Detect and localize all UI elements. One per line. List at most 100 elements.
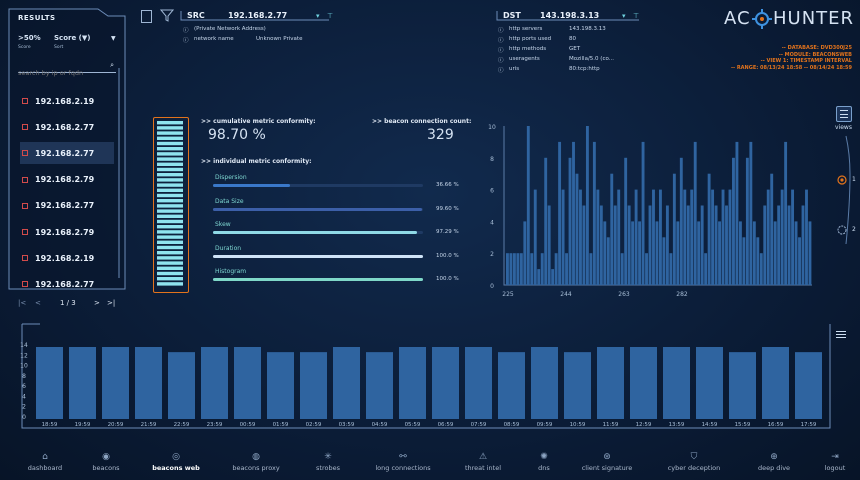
result-item[interactable]: 192.168.2.77 [20, 116, 114, 138]
sort-chevron-icon[interactable]: ▼ [111, 35, 116, 42]
result-item[interactable]: 192.168.2.19 [20, 90, 114, 112]
x-tick-label: 225 [502, 291, 514, 298]
histogram-bar [589, 253, 593, 285]
metric-percent: 100.0 % [436, 252, 459, 259]
x-tick-label: 19:59 [75, 422, 91, 428]
histogram-bar [610, 173, 614, 285]
views-slider[interactable] [828, 134, 854, 254]
status-square-icon [22, 124, 28, 131]
dst-row-info-icon: ⓘ [498, 28, 504, 34]
filter-icon[interactable] [160, 9, 174, 22]
copy-icon[interactable] [141, 10, 152, 23]
histogram-bar [676, 221, 680, 285]
nav-item-dashboard[interactable]: ⌂ dashboard [10, 452, 80, 472]
score-filter-caption: Score [18, 45, 31, 50]
result-item[interactable]: 192.168.2.79 [20, 169, 114, 191]
meter-segment [157, 167, 183, 172]
histogram-bar [728, 189, 732, 285]
nav-item-threat-intel[interactable]: ⚠ threat intel [448, 452, 518, 472]
histogram-chart: 10 8 6 4 2 0 225 244 263 282 [488, 124, 812, 298]
nav-item-client-signature[interactable]: ⊛ client signature [572, 452, 642, 472]
metric-fill [213, 278, 423, 281]
metric-track [213, 207, 423, 211]
score-filter-select[interactable]: >50% [18, 34, 41, 42]
nav-item-logout[interactable]: ⇥ logout [800, 452, 860, 472]
result-item[interactable]: 192.168.2.19 [20, 247, 114, 269]
result-item[interactable]: 192.168.2.77 [20, 273, 114, 295]
x-tick-label: 16:59 [768, 422, 784, 428]
search-input[interactable] [18, 68, 104, 78]
nav-item-label: logout [824, 464, 846, 472]
cyber-deception-icon: ⛉ [690, 452, 698, 462]
beacons-proxy-icon: ◍ [252, 452, 260, 462]
dst-filter-icon[interactable]: ▾ [622, 12, 626, 20]
meter-segment [157, 251, 183, 255]
nav-item-long-connections[interactable]: ⚯ long connections [368, 452, 438, 472]
meter-segment [157, 157, 183, 161]
page-last-button[interactable]: >| [107, 299, 116, 307]
nav-item-label: dns [538, 464, 550, 472]
histogram-bar [707, 173, 711, 285]
view-two-label[interactable]: 2 [852, 226, 856, 233]
timeline-bar [201, 347, 228, 419]
dst-row-key: http ports used [509, 36, 552, 42]
conformity-meter [153, 117, 189, 293]
threat-intel-icon: ⚠ [478, 452, 488, 462]
meter-segment [157, 271, 183, 276]
meter-segment [157, 282, 183, 286]
nav-item-strobes[interactable]: ✳ strobes [293, 452, 363, 472]
dst-row-key: useragents [509, 56, 540, 62]
histogram-bar [700, 205, 704, 285]
histogram-bar [749, 141, 753, 285]
sort-select[interactable]: Score (▼) [54, 34, 91, 42]
result-item-ip: 192.168.2.19 [35, 253, 95, 263]
dst-label: DST [503, 11, 521, 20]
page-first-button[interactable]: |< [18, 299, 27, 307]
dst-row-value: 80 [569, 36, 576, 42]
timeline-bar [762, 347, 789, 419]
search-box[interactable]: ⌕ [18, 60, 116, 78]
x-tick-label: 04:59 [372, 422, 388, 428]
dst-funnel-icon[interactable]: ⊤ [633, 12, 640, 20]
meter-segment [157, 183, 183, 187]
histogram-bar [526, 126, 530, 285]
meter-segment [157, 131, 183, 135]
x-tick-label: 282 [676, 291, 688, 298]
cumulative-value: 98.70 % [208, 127, 266, 143]
timeline-bar [630, 347, 657, 419]
view-one-label[interactable]: 1 [852, 176, 856, 183]
histogram-bar [766, 189, 770, 285]
page-next-button[interactable]: > [94, 299, 100, 307]
nav-item-beacons[interactable]: ◉ beacons [71, 452, 141, 472]
nav-item-deep-dive[interactable]: ⊕ deep dive [739, 452, 809, 472]
dashboard-icon: ⌂ [42, 452, 48, 462]
nav-item-label: cyber deception [667, 464, 721, 472]
histogram-bar [801, 205, 805, 285]
nav-item-beacons-proxy[interactable]: ◍ beacons proxy [221, 452, 291, 472]
nav-item-cyber-deception[interactable]: ⛉ cyber deception [659, 452, 729, 472]
views-list-icon[interactable] [836, 106, 852, 122]
x-tick-label: 17:59 [801, 422, 817, 428]
dst-row-info-icon: ⓘ [498, 68, 504, 74]
result-item[interactable]: 192.168.2.79 [20, 221, 114, 243]
result-item[interactable]: 192.168.2.77 [20, 195, 114, 217]
histogram-bar [693, 141, 697, 285]
nav-item-beacons-web[interactable]: ◎ beacons web [141, 452, 211, 472]
result-item-ip: 192.168.2.79 [35, 175, 95, 185]
src-label: SRC [187, 11, 205, 20]
dst-row-key: uris [509, 66, 520, 72]
src-filter-icon[interactable]: ▾ [316, 12, 320, 20]
histogram-bar [551, 269, 555, 285]
page-prev-button[interactable]: < [35, 299, 41, 307]
menu-icon[interactable] [836, 331, 846, 338]
count-value: 329 [427, 127, 454, 143]
nav-item-dns[interactable]: ✺ dns [509, 452, 579, 472]
timeline-bar [267, 352, 294, 419]
result-item[interactable]: 192.168.2.77 [20, 142, 114, 165]
histogram-bar [530, 253, 534, 285]
metric-track [213, 231, 423, 234]
src-funnel-icon[interactable]: ⊤ [327, 12, 334, 20]
brand-info-line: -- RANGE: 08/13/24 18:58 -- 08/14/24 18:… [730, 64, 852, 71]
dst-row-value: 143.198.3.13 [569, 26, 606, 32]
dst-row-info-icon: ⓘ [498, 58, 504, 64]
